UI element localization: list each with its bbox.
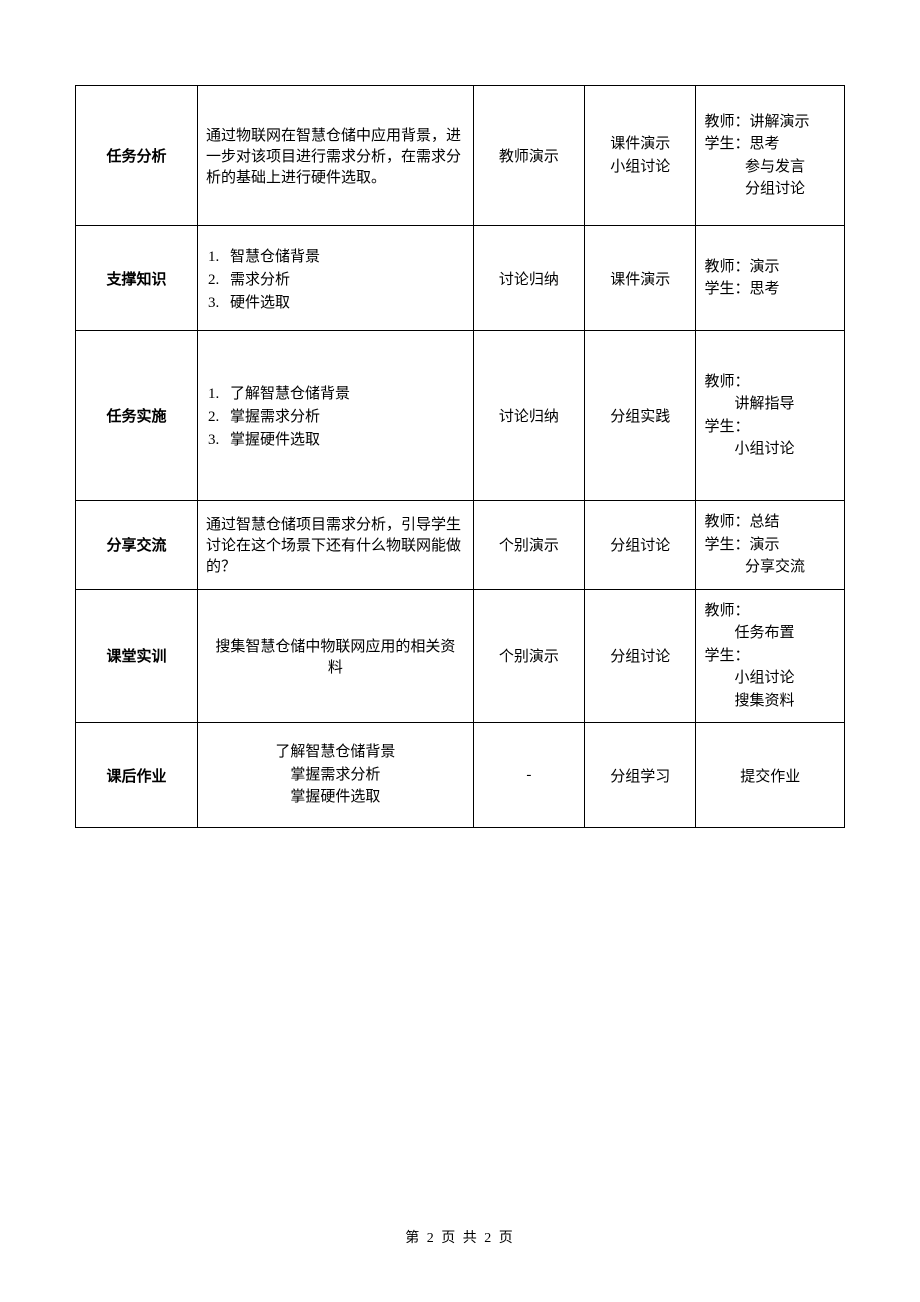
row-col5: 提交作业 xyxy=(696,723,845,828)
col5-line: 学生：思考 xyxy=(704,133,836,156)
row-col5: 教师：演示 学生：思考 xyxy=(696,226,845,331)
row-col4: 分组学习 xyxy=(585,723,696,828)
list-item: 2.掌握需求分析 xyxy=(208,405,465,426)
col5-line: 教师：讲解演示 xyxy=(704,111,836,134)
row-label: 课堂实训 xyxy=(76,589,198,723)
col5-line: 小组讨论 xyxy=(704,667,836,690)
col5-line: 分享交流 xyxy=(704,556,836,579)
row-col5: 教师：总结 学生：演示 分享交流 xyxy=(696,501,845,590)
row-label: 任务实施 xyxy=(76,331,198,501)
list-item: 2.需求分析 xyxy=(208,268,465,289)
col5-line: 搜集资料 xyxy=(704,690,836,713)
content-line: 料 xyxy=(206,656,465,677)
row-col3: 个别演示 xyxy=(473,589,584,723)
row-content: 搜集智慧仓储中物联网应用的相关资 料 xyxy=(197,589,473,723)
table-row: 支撑知识 1.智慧仓储背景 2.需求分析 3.硬件选取 讨论归纳 课件演示 教师… xyxy=(76,226,845,331)
col5-line: 学生： xyxy=(704,645,836,668)
row-col3: 教师演示 xyxy=(473,86,584,226)
list-item: 3.硬件选取 xyxy=(208,291,465,312)
row-col3: - xyxy=(473,723,584,828)
table-row: 课后作业 了解智慧仓储背景 掌握需求分析 掌握硬件选取 - 分组学习 提交作业 xyxy=(76,723,845,828)
col5-line: 学生：演示 xyxy=(704,534,836,557)
row-label: 课后作业 xyxy=(76,723,198,828)
page-content: 任务分析 通过物联网在智慧仓储中应用背景，进一步对该项目进行需求分析，在需求分析… xyxy=(75,85,845,828)
row-content: 了解智慧仓储背景 掌握需求分析 掌握硬件选取 xyxy=(197,723,473,828)
row-label: 分享交流 xyxy=(76,501,198,590)
col5-line: 学生： xyxy=(704,416,836,439)
row-col4: 分组讨论 xyxy=(585,589,696,723)
content-line: 掌握需求分析 xyxy=(206,764,465,787)
col5-line: 小组讨论 xyxy=(704,438,836,461)
row-col5: 教师： 任务布置 学生： 小组讨论 搜集资料 xyxy=(696,589,845,723)
row-content: 1.了解智慧仓储背景 2.掌握需求分析 3.掌握硬件选取 xyxy=(197,331,473,501)
content-line: 了解智慧仓储背景 xyxy=(206,741,465,764)
row-content: 通过智慧仓储项目需求分析，引导学生讨论在这个场景下还有什么物联网能做的？ xyxy=(197,501,473,590)
row-col4: 分组讨论 xyxy=(585,501,696,590)
col5-line: 分组讨论 xyxy=(704,178,836,201)
page-footer: 第 2 页 共 2 页 xyxy=(0,1227,920,1247)
row-col5: 教师： 讲解指导 学生： 小组讨论 xyxy=(696,331,845,501)
col5-line: 教师：演示 xyxy=(704,256,836,279)
col5-line: 学生：思考 xyxy=(704,278,836,301)
row-col5: 教师：讲解演示 学生：思考 参与发言 分组讨论 xyxy=(696,86,845,226)
row-content: 通过物联网在智慧仓储中应用背景，进一步对该项目进行需求分析，在需求分析的基础上进… xyxy=(197,86,473,226)
col5-line: 讲解指导 xyxy=(704,393,836,416)
content-line: 掌握硬件选取 xyxy=(206,786,465,809)
row-col3: 个别演示 xyxy=(473,501,584,590)
list-item: 3.掌握硬件选取 xyxy=(208,428,465,449)
list-item: 1.了解智慧仓储背景 xyxy=(208,382,465,403)
row-col3: 讨论归纳 xyxy=(473,331,584,501)
col5-line: 教师：总结 xyxy=(704,511,836,534)
row-content: 1.智慧仓储背景 2.需求分析 3.硬件选取 xyxy=(197,226,473,331)
col4-line: 小组讨论 xyxy=(593,156,687,179)
lesson-plan-table: 任务分析 通过物联网在智慧仓储中应用背景，进一步对该项目进行需求分析，在需求分析… xyxy=(75,85,845,828)
list-item: 1.智慧仓储背景 xyxy=(208,245,465,266)
col5-line: 教师： xyxy=(704,600,836,623)
row-label: 支撑知识 xyxy=(76,226,198,331)
col4-line: 课件演示 xyxy=(593,133,687,156)
col5-line: 任务布置 xyxy=(704,622,836,645)
content-line: 搜集智慧仓储中物联网应用的相关资 xyxy=(206,635,465,656)
table-row: 课堂实训 搜集智慧仓储中物联网应用的相关资 料 个别演示 分组讨论 教师： 任务… xyxy=(76,589,845,723)
col5-line: 教师： xyxy=(704,371,836,394)
col5-line: 参与发言 xyxy=(704,156,836,179)
table-row: 分享交流 通过智慧仓储项目需求分析，引导学生讨论在这个场景下还有什么物联网能做的… xyxy=(76,501,845,590)
row-col4: 课件演示 小组讨论 xyxy=(585,86,696,226)
row-col4: 分组实践 xyxy=(585,331,696,501)
row-label: 任务分析 xyxy=(76,86,198,226)
row-col4: 课件演示 xyxy=(585,226,696,331)
table-row: 任务实施 1.了解智慧仓储背景 2.掌握需求分析 3.掌握硬件选取 讨论归纳 分… xyxy=(76,331,845,501)
table-row: 任务分析 通过物联网在智慧仓储中应用背景，进一步对该项目进行需求分析，在需求分析… xyxy=(76,86,845,226)
row-col3: 讨论归纳 xyxy=(473,226,584,331)
